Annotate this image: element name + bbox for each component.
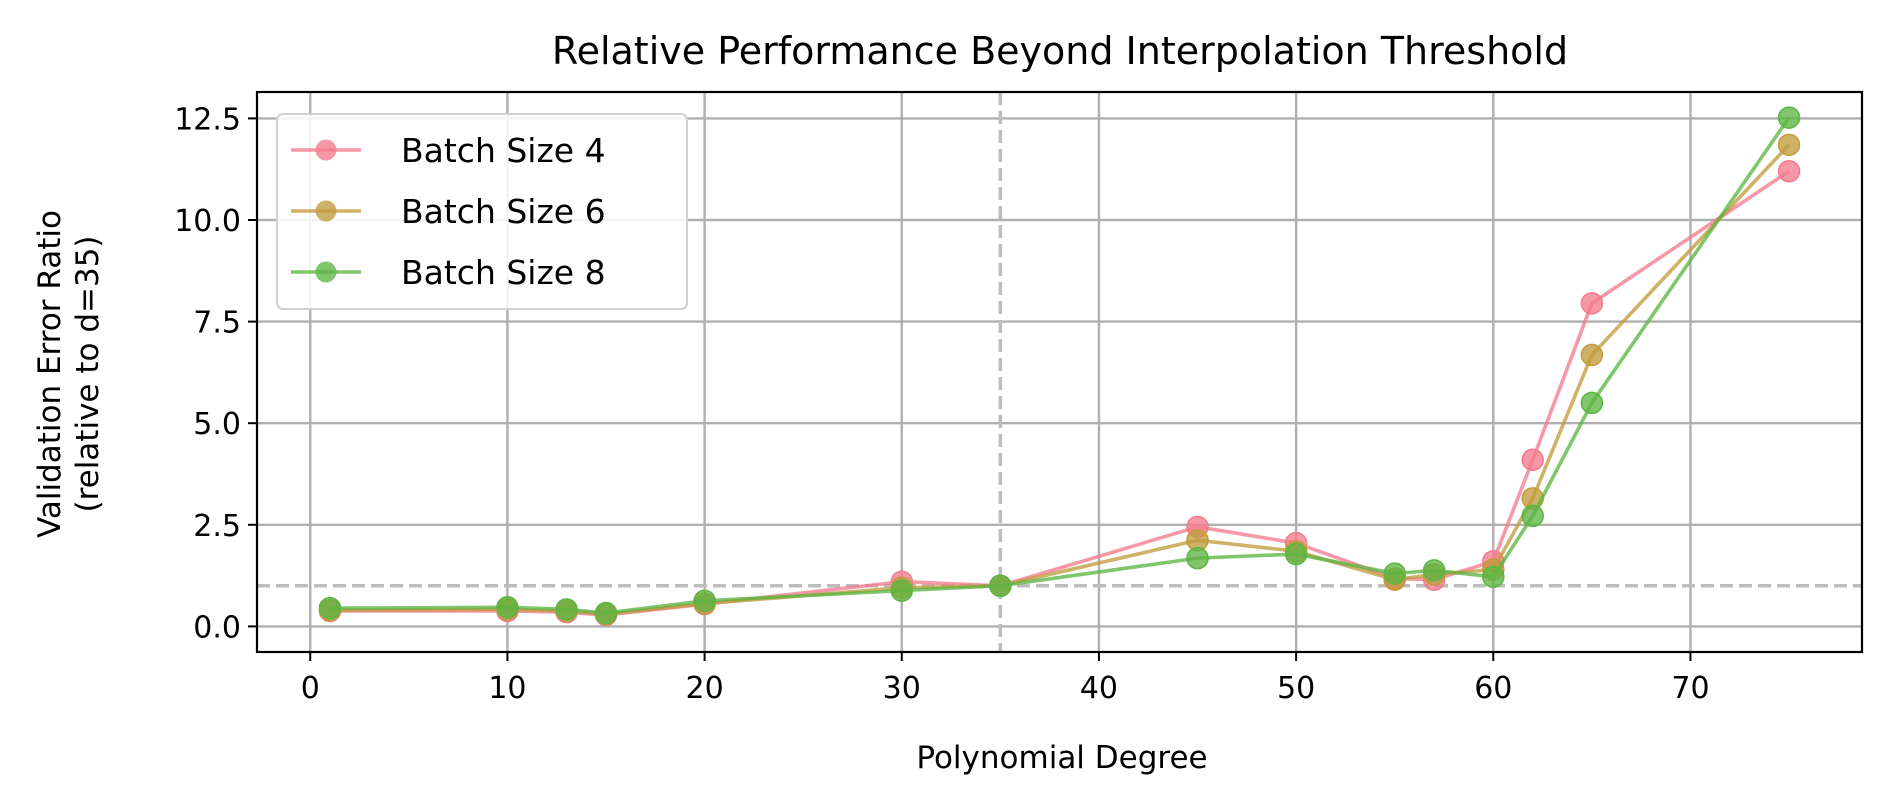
data-point xyxy=(1777,106,1801,129)
y-axis-title-line2: (relative to d=35) xyxy=(70,235,106,512)
legend-label: Batch Size 6 xyxy=(401,192,606,231)
legend-marker xyxy=(315,200,337,222)
legend-label: Batch Size 8 xyxy=(401,253,606,292)
data-point xyxy=(555,598,578,621)
series-batch-size-8 xyxy=(318,106,1801,625)
y-tick-label: 7.5 xyxy=(193,306,241,341)
chart-title: Relative Performance Beyond Interpolatio… xyxy=(552,29,1568,73)
data-point xyxy=(1284,542,1308,566)
data-point xyxy=(1186,546,1209,570)
y-tick-label: 12.5 xyxy=(174,102,241,137)
data-point xyxy=(1422,559,1446,582)
data-point xyxy=(1777,133,1801,157)
data-point xyxy=(1777,159,1801,183)
data-point xyxy=(1580,343,1604,367)
y-axis-title: Validation Error Ratio (relative to d=35… xyxy=(32,210,106,538)
x-tick-label: 30 xyxy=(883,671,921,706)
x-axis-title: Polynomial Degree xyxy=(916,740,1207,776)
x-tick-label: 10 xyxy=(488,671,526,706)
x-tick-label: 0 xyxy=(301,671,320,706)
legend-marker xyxy=(315,139,337,161)
data-point xyxy=(1482,565,1505,589)
y-axis-title-line1: Validation Error Ratio xyxy=(32,210,68,538)
data-point xyxy=(1580,391,1604,415)
data-point xyxy=(1580,292,1604,315)
x-tick-label: 50 xyxy=(1277,671,1315,706)
data-point xyxy=(989,574,1012,598)
data-point xyxy=(594,601,618,625)
legend-item-batch-size-8: Batch Size 8 xyxy=(291,253,606,292)
data-point xyxy=(496,596,519,619)
data-point xyxy=(890,579,914,602)
x-tick-label: 70 xyxy=(1671,671,1709,706)
x-tick-label: 60 xyxy=(1474,671,1512,706)
x-tick-label: 40 xyxy=(1080,671,1118,706)
legend-marker xyxy=(315,261,337,283)
reference-lines xyxy=(257,92,1862,652)
data-point xyxy=(1521,504,1544,528)
data-point xyxy=(1383,562,1406,585)
data-point xyxy=(693,589,716,613)
y-tick-label: 5.0 xyxy=(193,407,241,442)
y-tick-label: 2.5 xyxy=(193,509,241,544)
legend-item-batch-size-6: Batch Size 6 xyxy=(291,192,606,231)
y-tick-label: 10.0 xyxy=(174,204,241,239)
legend: Batch Size 4 Batch Size 6 Batch Size 8 xyxy=(276,113,688,310)
axis-ticks: 0 10 20 30 40 50 60 70 0.0 2.5 5.0 7.5 10.0 12.5 xyxy=(174,102,1709,706)
x-tick-label: 20 xyxy=(685,671,723,706)
legend-item-batch-size-4: Batch Size 4 xyxy=(291,131,606,170)
data-point xyxy=(1521,448,1544,472)
legend-label: Batch Size 4 xyxy=(401,131,606,170)
plot-frame xyxy=(255,90,1864,654)
series-layer xyxy=(318,106,1801,627)
data-point xyxy=(318,596,342,620)
y-tick-label: 0.0 xyxy=(193,610,241,645)
legend-box xyxy=(276,113,688,310)
